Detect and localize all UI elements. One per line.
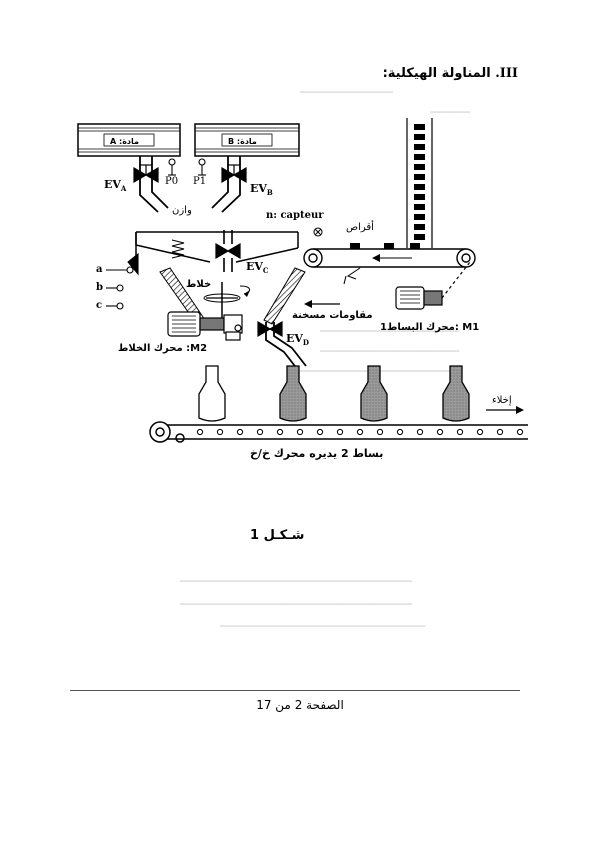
ev-b-label: EVB: [250, 182, 273, 198]
bottle: [279, 365, 307, 422]
page-number: الصفحة 2 من 17: [256, 698, 344, 712]
tablet-stack: [414, 124, 425, 240]
ev-a-label: EVA: [104, 178, 127, 194]
bleed-through-mark: ━━━━━━━━━━━━━━━━━━━━━: [320, 325, 460, 338]
section-number: III.: [495, 66, 518, 81]
bleed-through-mark: ━━━━━━━━━━━━━━━━━━━━━━━━━━━━━━━━━━━: [180, 575, 412, 588]
level-sensors: [106, 232, 139, 310]
bleed-through-mark: ━━━━━━━━━━━━━━━━━━━━━━━━━━━━━━━: [220, 620, 426, 633]
evacuation-label: إخلاء: [492, 395, 512, 406]
roller: [216, 428, 224, 436]
falling-tablet-arrow: [346, 267, 361, 280]
tank-a-label: مادة: A: [110, 137, 139, 146]
bleed-through-mark: ━━━━━━: [430, 106, 470, 119]
tablet: [414, 224, 425, 230]
bottle-row: [198, 365, 470, 422]
tablet: [414, 194, 425, 200]
roller: [356, 428, 364, 436]
tank-b-label: مادة: B: [228, 137, 257, 146]
sensor-c-label: c: [96, 300, 103, 311]
process-diagram: [77, 118, 528, 443]
mixer-motor-m2: [167, 311, 243, 341]
section-heading: III. المناولة الهيكلية:: [383, 66, 522, 81]
sensor-a-label: a: [96, 264, 103, 275]
bottle: [360, 365, 388, 422]
weigher-label: وازن: [172, 205, 192, 216]
roller: [476, 428, 484, 436]
tablet: [414, 184, 425, 190]
valve-evd: [257, 320, 283, 338]
tablet: [414, 164, 425, 170]
tablets-label: أقراص: [346, 222, 374, 233]
p0-label: P0: [165, 176, 179, 187]
valve-evb: [221, 164, 247, 184]
roller: [456, 428, 464, 436]
tablet: [414, 174, 425, 180]
roller: [396, 428, 404, 436]
ev-c-label: EVC: [246, 260, 269, 276]
conveyor-1: [303, 248, 476, 268]
roller: [336, 428, 344, 436]
heaters-label: مقاومات مسخنة: [292, 310, 373, 321]
conveyor-2-label: بساط 2 يديره محرك خ/خ: [250, 447, 384, 460]
roller: [436, 428, 444, 436]
conveyor-1-arrow: [372, 254, 380, 262]
bleed-through-mark: ━━━━━━━━━━━━━━━━━━━━━━━━━━━━━━━━━━━: [180, 598, 412, 611]
roller: [296, 428, 304, 436]
bottle-body: [279, 365, 307, 422]
mixer-label: خلاط: [186, 279, 212, 290]
m2-label: M2: محرك الخلاط: [118, 343, 208, 354]
sensor-b-label: b: [96, 282, 103, 293]
roller: [376, 428, 384, 436]
roller: [516, 428, 524, 436]
p1-label: P1: [193, 176, 207, 187]
evacuation-arrowhead: [516, 406, 524, 414]
valve-eva: [133, 164, 159, 184]
tank-b: [194, 123, 300, 157]
footer-divider: [70, 690, 520, 691]
conveyor-2: [149, 421, 528, 443]
tablet: [414, 234, 425, 240]
feed-pipes: [139, 156, 241, 213]
capteur-label: n: capteur: [266, 210, 324, 221]
tablet: [414, 144, 425, 150]
tablet: [414, 214, 425, 220]
process-figure: مادة: A مادة: B P0 P1 وازن EVA EVB EVC E…: [77, 118, 528, 460]
roller: [236, 428, 244, 436]
sensor-p1: [198, 158, 206, 176]
roller: [416, 428, 424, 436]
valve-evc: [215, 230, 241, 272]
roller: [196, 428, 204, 436]
conveyor-2-rollers: [196, 428, 524, 436]
sensor-p0: [168, 158, 176, 176]
weigher: [135, 231, 299, 263]
bleed-through-mark: ━━━━━━━━━━━━━━━━━━━━━: [320, 345, 460, 358]
heater-arrowhead: [304, 300, 312, 308]
capteur-n: [313, 227, 323, 237]
bottle-body: [442, 365, 470, 422]
tank-a: [77, 123, 181, 157]
m1-label: M1 :محرك البساط1: [380, 322, 480, 333]
conveyor-motor-m1: [395, 261, 471, 310]
tablet: [414, 154, 425, 160]
roller: [256, 428, 264, 436]
bottle: [442, 365, 470, 422]
falling-tablet-arrow: [343, 275, 347, 285]
tablet-magazine: [406, 118, 433, 248]
roller: [276, 428, 284, 436]
roller: [316, 428, 324, 436]
figure-caption: شـكـل 1: [250, 528, 305, 543]
roller: [496, 428, 504, 436]
bottle: [198, 365, 226, 422]
ev-d-label: EVD: [286, 332, 309, 348]
conveyor-1-tablets: [350, 243, 420, 249]
tablet: [414, 124, 425, 130]
tablet: [414, 204, 425, 210]
bottle-body: [198, 365, 226, 422]
bottle-body: [360, 365, 388, 422]
tablet: [414, 134, 425, 140]
section-title: المناولة الهيكلية:: [382, 66, 491, 81]
bleed-through-mark: ━━━━━━━━━━━━━━: [300, 86, 393, 99]
